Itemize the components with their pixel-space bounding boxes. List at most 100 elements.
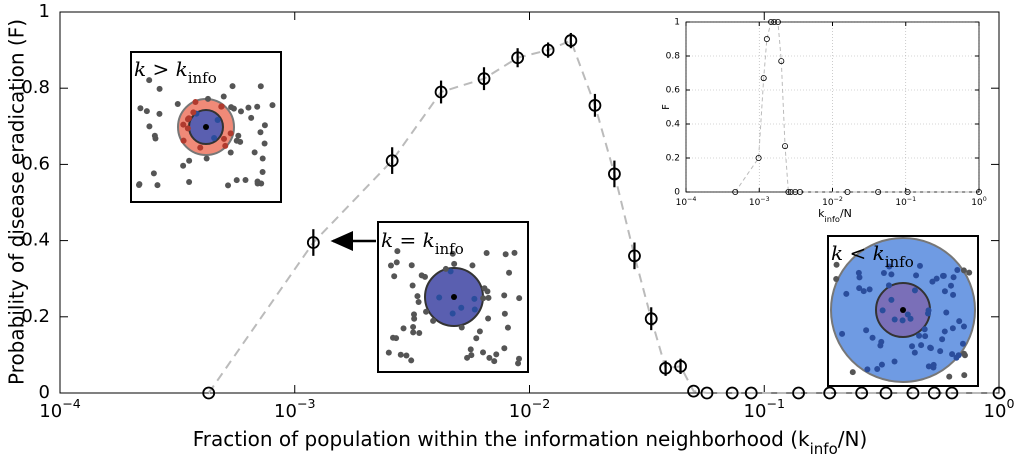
- schematic-label-main: k > k: [134, 57, 188, 81]
- individual: [411, 315, 418, 322]
- y-tick-label: 0: [39, 382, 50, 403]
- individual: [937, 348, 944, 355]
- individual: [423, 308, 430, 315]
- x-tick-base: 10: [984, 401, 1007, 422]
- focal-individual: [203, 124, 209, 130]
- individual: [878, 361, 885, 368]
- individual: [186, 178, 193, 185]
- data-point: [945, 386, 959, 400]
- individual: [391, 273, 398, 280]
- x-tick-base: 10: [749, 198, 761, 208]
- individual: [959, 340, 966, 347]
- data-point: [992, 386, 1006, 400]
- individual: [414, 293, 421, 300]
- individual: [856, 274, 863, 281]
- individual: [925, 307, 932, 314]
- x-tick-power: −3: [760, 196, 769, 203]
- individual: [222, 142, 229, 149]
- y-tick-label: 0.2: [666, 154, 680, 164]
- x-tick-base: 10: [676, 198, 688, 208]
- individual: [899, 317, 906, 324]
- data-point: [608, 167, 621, 181]
- individual: [483, 249, 490, 256]
- y-tick-label: 0.4: [21, 230, 50, 251]
- individual: [866, 286, 873, 293]
- individual: [833, 261, 840, 268]
- data-point: [306, 236, 320, 249]
- y-axis-label: F: [661, 104, 672, 110]
- individual: [939, 336, 946, 343]
- individual: [410, 311, 417, 318]
- data-point: [768, 18, 775, 25]
- individual: [501, 310, 508, 317]
- y-tick-label: 0.6: [666, 86, 681, 96]
- data-point: [927, 386, 941, 400]
- individual: [869, 334, 876, 341]
- x-tick-base: 10: [971, 198, 983, 208]
- individual: [888, 271, 895, 278]
- schematic-label-sub: info: [188, 69, 217, 87]
- x-tick-label: 10−3: [274, 396, 315, 422]
- individual: [156, 110, 163, 117]
- individual: [476, 328, 483, 335]
- focal-individual: [451, 294, 457, 300]
- individual: [400, 325, 407, 332]
- individual: [154, 182, 161, 189]
- individual: [136, 181, 143, 188]
- data-point: [823, 386, 837, 400]
- x-tick-power: −3: [297, 396, 316, 411]
- individual: [516, 295, 523, 302]
- individual: [954, 267, 961, 274]
- x-tick-label: 10−4: [39, 396, 80, 422]
- data-point: [588, 98, 602, 112]
- individual: [940, 272, 947, 279]
- y-tick-label: 0.8: [21, 77, 50, 98]
- data-point: [760, 75, 767, 82]
- individual: [254, 103, 261, 110]
- data-point: [844, 188, 851, 195]
- data-point: [785, 188, 792, 195]
- individual: [501, 345, 508, 352]
- schematic-label: k > kinfo: [134, 57, 217, 88]
- individual: [403, 352, 410, 359]
- data-point: [644, 312, 658, 326]
- individual: [506, 269, 513, 276]
- individual: [184, 116, 191, 123]
- series-line: [207, 39, 999, 394]
- individual: [464, 354, 471, 361]
- individual: [385, 349, 392, 356]
- individual: [261, 140, 268, 147]
- x-axis-label-part: /N: [840, 207, 852, 220]
- individual: [863, 327, 870, 334]
- individual: [180, 121, 187, 128]
- data-point: [976, 188, 983, 195]
- data-point: [674, 359, 687, 373]
- data-point: [792, 386, 805, 400]
- y-tick-label: 1: [674, 18, 680, 28]
- individual: [221, 135, 228, 142]
- data-point: [782, 143, 789, 150]
- individual: [856, 285, 863, 292]
- individual: [229, 83, 236, 90]
- data-point: [732, 188, 739, 195]
- individual: [485, 315, 492, 322]
- individual: [922, 333, 929, 340]
- individual: [879, 307, 886, 314]
- individual: [416, 329, 423, 336]
- individual: [943, 309, 950, 316]
- individual: [259, 169, 266, 176]
- individual: [953, 354, 960, 361]
- individual: [929, 278, 936, 285]
- individual: [242, 177, 249, 184]
- individual: [956, 318, 963, 325]
- individual: [214, 116, 221, 123]
- data-point: [564, 34, 578, 47]
- individual: [146, 77, 153, 84]
- individual: [504, 324, 511, 331]
- individual: [218, 103, 225, 110]
- individual: [471, 306, 478, 313]
- data-point: [202, 386, 216, 400]
- y-tick-label: 0.6: [21, 153, 50, 174]
- x-tick-power: −1: [766, 396, 785, 411]
- individual: [960, 350, 967, 357]
